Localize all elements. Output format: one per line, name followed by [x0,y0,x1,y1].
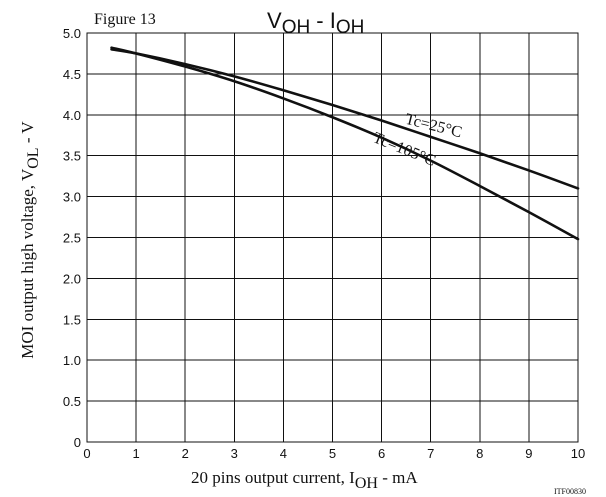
y-tick-label: 2.0 [63,271,81,286]
title-sub1: OH [282,17,311,38]
grid [87,33,578,442]
x-tick-label: 6 [378,446,385,461]
y-axis-label-post: - V [18,121,37,148]
y-tick-label: 2.5 [63,231,81,246]
x-tick-label: 8 [476,446,483,461]
x-tick-label: 4 [280,446,287,461]
y-tick-label: 4.5 [63,67,81,82]
y-tick-label: 3.5 [63,149,81,164]
y-tick-label: 4.0 [63,108,81,123]
y-axis-label-pre: MOI output high voltage, V [18,168,37,359]
series-line-tc-105-c [110,46,580,241]
title-main: V [267,8,282,33]
y-tick-label: 0 [74,435,81,450]
x-tick-label: 9 [525,446,532,461]
x-tick-label: 10 [571,446,585,461]
y-tick-label: 1.0 [63,353,81,368]
chart-title: VOH - IOH [267,8,364,38]
y-axis-label-sub: OL [25,147,42,168]
y-tick-label: 5.0 [63,26,81,41]
x-axis-label-sub: OH [355,475,379,492]
y-axis-label: MOI output high voltage, VOL - V [18,121,42,359]
x-tick-label: 5 [329,446,336,461]
x-tick-label: 1 [132,446,139,461]
y-tick-label: 0.5 [63,394,81,409]
x-axis-label: 20 pins output current, IOH - mA [191,468,418,492]
x-tick-label: 7 [427,446,434,461]
series-line-tc-25-c [110,48,580,190]
figure-label: Figure 13 [94,11,156,28]
plot-frame [86,32,579,443]
y-tick-label: 1.5 [63,312,81,327]
y-tick-label: 3.0 [63,190,81,205]
x-axis-label-pre: 20 pins output current, I [191,468,355,487]
x-tick-label: 0 [83,446,90,461]
title-sep: - I [310,8,336,33]
title-sub2: OH [336,17,365,38]
corner-code: ITF00830 [554,487,586,496]
x-tick-label: 3 [231,446,238,461]
x-tick-label: 2 [182,446,189,461]
series-layer: Tc=25°CTc=105°C [110,46,580,241]
tick-labels: 0 1 2 3 4 5 6 7 8 9 10 0 0.5 1.0 1.5 2.0 2.5 3.0 3.5 4.0 4.5… [63,26,585,461]
x-axis-label-post: - mA [378,468,418,487]
